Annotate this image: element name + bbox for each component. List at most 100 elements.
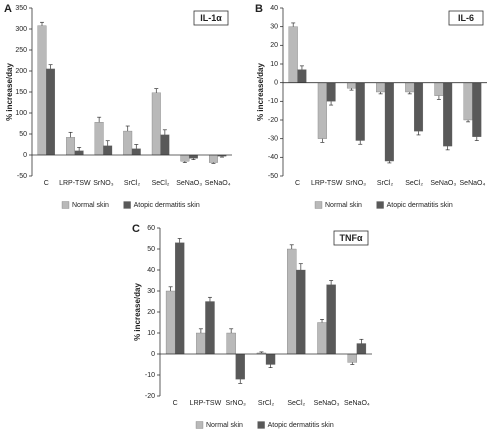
y-tick-label: 0 bbox=[23, 152, 27, 159]
x-tick-label: SeNaO₄ bbox=[344, 400, 370, 407]
y-axis-label: % increase/day bbox=[5, 63, 14, 121]
y-tick-label: 150 bbox=[15, 89, 27, 96]
error-bar bbox=[77, 147, 82, 151]
bar bbox=[180, 154, 190, 162]
y-tick-label: -50 bbox=[268, 173, 278, 180]
y-tick-label: -40 bbox=[268, 154, 278, 161]
error-bar bbox=[191, 158, 196, 160]
panel-label: B bbox=[255, 3, 263, 15]
x-tick-label: SeCl₂ bbox=[152, 180, 170, 187]
error-bar bbox=[229, 328, 234, 333]
x-tick-label: SeNaO₄ bbox=[460, 180, 486, 187]
error-bar bbox=[97, 116, 102, 123]
bar bbox=[66, 137, 76, 156]
panel-label: A bbox=[4, 3, 12, 15]
x-tick-label: SrNO₃ bbox=[226, 400, 247, 407]
bar bbox=[356, 343, 367, 355]
bar bbox=[347, 353, 358, 363]
x-tick-label: SeNaO₃ bbox=[314, 400, 340, 407]
legend-label: Normal skin bbox=[72, 202, 109, 209]
error-bar bbox=[238, 379, 243, 384]
y-tick-label: -50 bbox=[17, 173, 27, 180]
y-tick-label: 0 bbox=[151, 351, 155, 358]
x-tick-label: LRP-TSW bbox=[59, 180, 91, 187]
error-bar bbox=[320, 319, 325, 323]
bar bbox=[346, 82, 357, 89]
legend-label: Atopic dermatitis skin bbox=[387, 202, 453, 209]
x-tick-label: C bbox=[173, 400, 178, 407]
y-tick-label: 10 bbox=[270, 61, 278, 68]
error-bar bbox=[416, 131, 421, 136]
x-tick-label: SeNaO₃ bbox=[176, 180, 202, 187]
error-bar bbox=[407, 92, 412, 95]
bar bbox=[326, 284, 336, 355]
error-bar bbox=[162, 129, 167, 135]
x-tick-label: SeCl₂ bbox=[405, 180, 423, 187]
chart-title: IL-6 bbox=[458, 13, 474, 23]
bar bbox=[472, 82, 482, 137]
bar bbox=[151, 92, 161, 156]
legend-label: Normal skin bbox=[206, 422, 243, 429]
bar bbox=[174, 242, 185, 355]
y-tick-label: -30 bbox=[268, 136, 278, 143]
error-bar bbox=[329, 101, 334, 106]
bar bbox=[74, 150, 84, 156]
error-bar bbox=[168, 286, 173, 291]
legend-label: Atopic dermatitis skin bbox=[268, 422, 334, 429]
bar bbox=[296, 269, 306, 355]
y-tick-label: 20 bbox=[270, 42, 278, 49]
bar bbox=[326, 82, 336, 102]
x-tick-label: LRP-TSW bbox=[311, 180, 343, 187]
legend-swatch bbox=[376, 201, 384, 209]
y-tick-label: 20 bbox=[147, 309, 155, 316]
error-bar bbox=[211, 162, 216, 164]
bar bbox=[317, 82, 327, 139]
x-tick-label: SeCl₂ bbox=[287, 400, 305, 407]
error-bar bbox=[48, 64, 53, 69]
error-bar bbox=[259, 351, 264, 353]
bar bbox=[297, 69, 307, 83]
error-bar bbox=[177, 238, 182, 243]
y-axis-label: % increase/day bbox=[133, 283, 142, 341]
error-bar bbox=[358, 140, 363, 145]
error-bar bbox=[299, 65, 304, 70]
error-bar bbox=[182, 161, 187, 163]
error-bar bbox=[436, 95, 441, 100]
error-bar bbox=[289, 244, 294, 249]
x-tick-label: SrCl₂ bbox=[377, 180, 394, 187]
y-tick-label: 30 bbox=[270, 24, 278, 31]
error-bar bbox=[298, 263, 303, 270]
bar bbox=[123, 130, 133, 156]
y-tick-label: -10 bbox=[268, 98, 278, 105]
bar bbox=[205, 301, 215, 355]
legend-swatch bbox=[314, 201, 323, 209]
error-bar bbox=[291, 22, 296, 27]
error-bar bbox=[105, 140, 110, 146]
x-tick-label: LRP-TSW bbox=[190, 400, 222, 407]
bar bbox=[235, 353, 245, 380]
y-tick-label: -20 bbox=[145, 393, 155, 400]
error-bar bbox=[350, 362, 355, 365]
error-bar bbox=[474, 136, 479, 141]
title-box bbox=[193, 10, 229, 26]
y-tick-label: -20 bbox=[268, 117, 278, 124]
panel-label: C bbox=[132, 223, 140, 235]
bar bbox=[37, 25, 47, 156]
legend-label: Normal skin bbox=[325, 202, 362, 209]
x-tick-label: C bbox=[44, 180, 49, 187]
y-tick-label: 300 bbox=[15, 26, 27, 33]
bar bbox=[94, 122, 104, 156]
x-tick-label: SrNO₃ bbox=[346, 180, 367, 187]
error-bar bbox=[154, 88, 159, 93]
bar bbox=[317, 322, 327, 355]
error-bar bbox=[349, 88, 354, 91]
y-tick-label: 0 bbox=[274, 80, 278, 87]
bar bbox=[434, 82, 444, 96]
y-tick-label: 30 bbox=[147, 288, 155, 295]
bar bbox=[208, 154, 218, 163]
bar bbox=[160, 134, 170, 156]
error-bar bbox=[359, 338, 364, 344]
x-tick-label: SrNO₃ bbox=[93, 180, 114, 187]
legend-swatch bbox=[195, 421, 204, 429]
